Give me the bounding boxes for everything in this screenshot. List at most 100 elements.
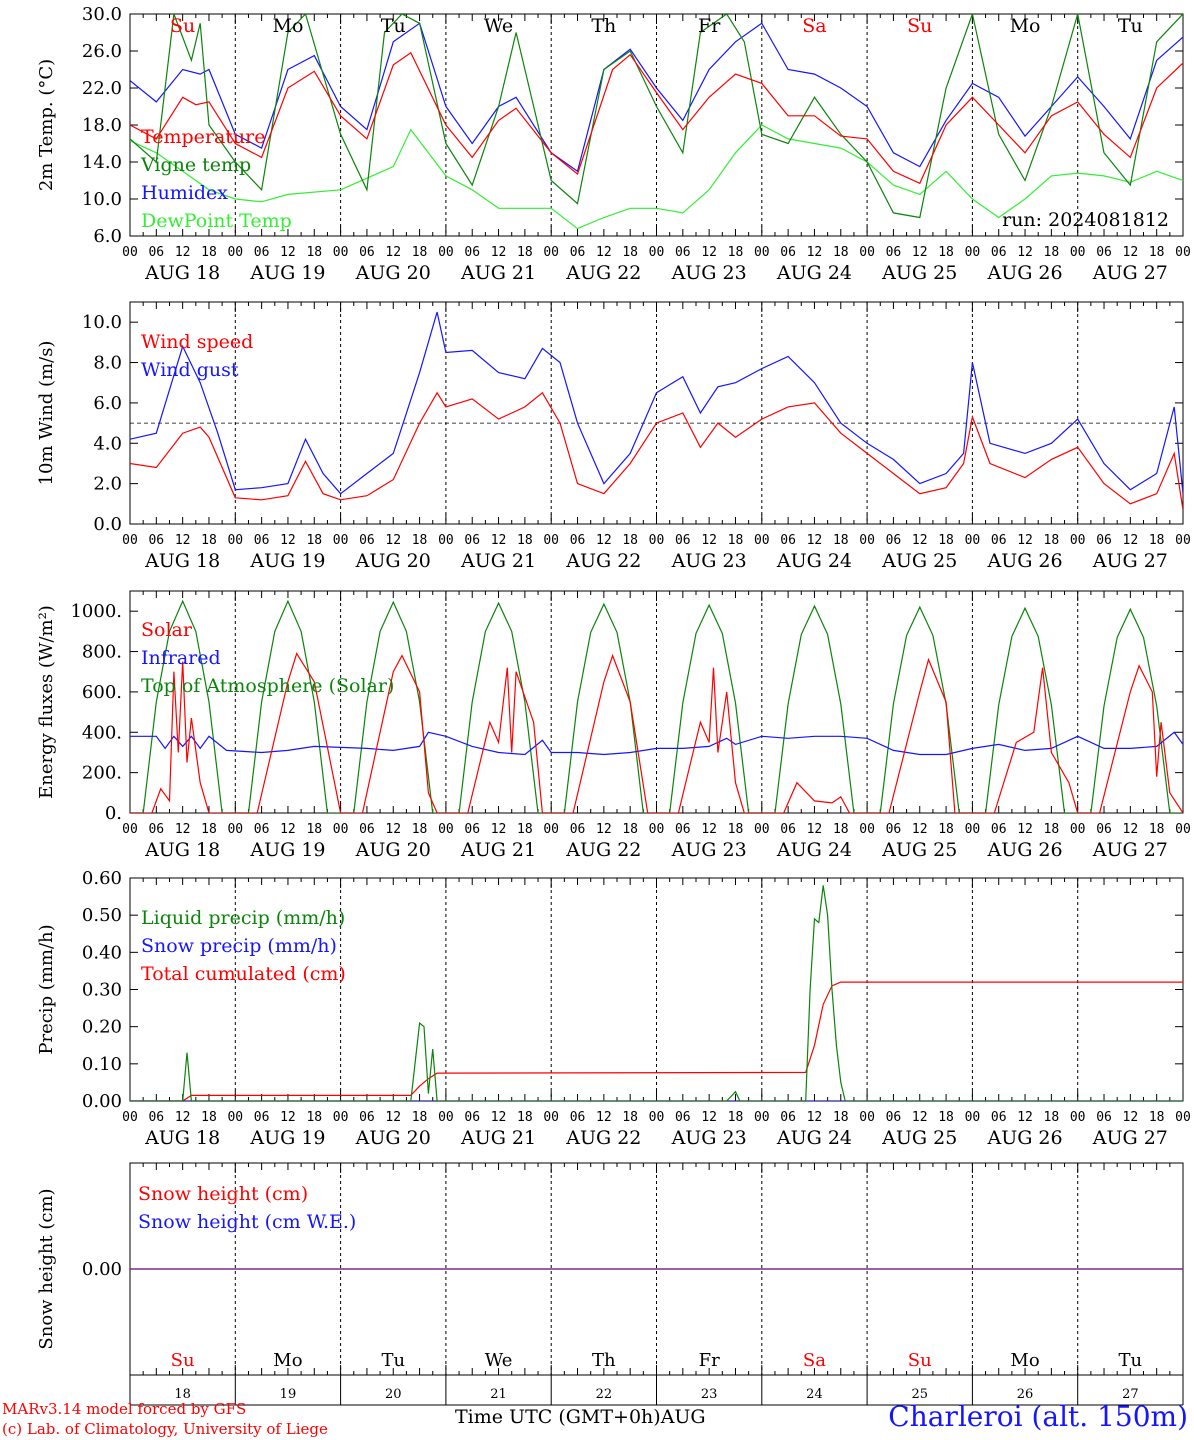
- weekday-label: We: [484, 15, 513, 37]
- date-label: AUG 19: [249, 1127, 325, 1149]
- x-tick-label: 06: [675, 822, 691, 837]
- x-tick-label: 12: [1017, 533, 1033, 548]
- x-tick-label: 00: [754, 1110, 770, 1125]
- x-tick-label: 18: [517, 822, 533, 837]
- legend-item: DewPoint Temp: [141, 210, 292, 232]
- x-tick-label: 18: [1044, 1110, 1060, 1125]
- x-tick-label: 12: [912, 822, 928, 837]
- x-tick-label: 06: [886, 245, 902, 260]
- x-tick-label: 06: [675, 245, 691, 260]
- x-tick-label: 06: [254, 822, 270, 837]
- x-axis-title-month: AUG: [660, 1406, 706, 1428]
- date-label: AUG 24: [776, 550, 852, 572]
- x-tick-label: 12: [175, 822, 191, 837]
- series-line-infrared: [130, 731, 1183, 756]
- x-tick-label: 12: [1123, 822, 1139, 837]
- y-tick-label: 0.60: [82, 868, 122, 889]
- x-tick-label: 12: [175, 245, 191, 260]
- day-number: 23: [701, 1387, 718, 1402]
- x-tick-label: 06: [1096, 245, 1112, 260]
- date-label: AUG 21: [460, 262, 536, 284]
- x-tick-label: 12: [491, 822, 507, 837]
- x-tick-label: 12: [280, 822, 296, 837]
- x-tick-label: 00: [1070, 1110, 1086, 1125]
- date-label: AUG 20: [355, 1127, 431, 1149]
- legend-item: Snow precip (mm/h): [141, 935, 337, 957]
- x-tick-label: 18: [938, 245, 954, 260]
- x-tick-label: 00: [965, 533, 981, 548]
- y-tick-label: 600.: [82, 682, 122, 703]
- legend-item: Snow height (cm W.E.): [138, 1211, 356, 1233]
- x-axis-title-text: Time UTC (GMT+0h): [455, 1406, 661, 1428]
- x-tick-label: 00: [1175, 245, 1191, 260]
- y-tick-label: 0.30: [82, 980, 122, 1001]
- legend-item: Vigne temp: [140, 154, 251, 176]
- x-axis-title: Time UTC (GMT+0h)AUG: [455, 1406, 706, 1428]
- date-label: AUG 19: [249, 839, 325, 861]
- weekday-label: Tu: [381, 1350, 405, 1371]
- weekday-label: Th: [592, 1350, 616, 1371]
- x-tick-label: 12: [491, 533, 507, 548]
- x-tick-label: 18: [728, 1110, 744, 1125]
- y-axis-label: Energy fluxes (W/m²): [36, 605, 57, 799]
- x-tick-label: 00: [1175, 533, 1191, 548]
- x-tick-label: 00: [333, 245, 349, 260]
- x-tick-label: 00: [965, 245, 981, 260]
- day-number: 19: [280, 1387, 297, 1402]
- x-tick-label: 06: [991, 533, 1007, 548]
- x-tick-label: 18: [1149, 245, 1165, 260]
- x-tick-label: 00: [965, 1110, 981, 1125]
- x-tick-label: 18: [833, 822, 849, 837]
- x-tick-label: 18: [306, 533, 322, 548]
- series-line-humidex: [130, 22, 1183, 173]
- x-tick-label: 18: [306, 1110, 322, 1125]
- x-tick-label: 00: [543, 533, 559, 548]
- x-tick-label: 18: [1044, 822, 1060, 837]
- x-tick-label: 18: [622, 533, 638, 548]
- y-axis-label: 2m Temp. (°C): [36, 59, 57, 191]
- x-tick-label: 12: [596, 1110, 612, 1125]
- x-tick-label: 00: [438, 245, 454, 260]
- x-tick-label: 00: [1175, 822, 1191, 837]
- x-tick-label: 06: [780, 533, 796, 548]
- x-tick-label: 18: [1149, 1110, 1165, 1125]
- y-tick-label: 10.0: [82, 189, 122, 210]
- date-label: AUG 20: [355, 550, 431, 572]
- chart-panel-5: 0.00 Snow height (cm) Snow height (cm) Snow…: [36, 1162, 1184, 1406]
- x-tick-label: 06: [359, 822, 375, 837]
- x-tick-label: 00: [438, 533, 454, 548]
- x-tick-label: 18: [622, 822, 638, 837]
- series-line-solar: [130, 652, 1183, 813]
- x-tick-label: 12: [596, 533, 612, 548]
- y-tick-label: 6.0: [93, 393, 122, 414]
- x-tick-label: 06: [570, 245, 586, 260]
- x-tick-label: 12: [596, 822, 612, 837]
- y-tick-label: 22.0: [82, 78, 122, 99]
- series-line-wind-speed: [130, 391, 1183, 510]
- day-number: 26: [1017, 1387, 1034, 1402]
- date-label: AUG 21: [460, 839, 536, 861]
- x-tick-label: 00: [227, 1110, 243, 1125]
- x-tick-label: 06: [780, 822, 796, 837]
- x-tick-label: 18: [412, 822, 428, 837]
- x-tick-label: 00: [227, 822, 243, 837]
- x-tick-label: 18: [1044, 533, 1060, 548]
- x-tick-label: 06: [570, 533, 586, 548]
- date-label: AUG 24: [776, 1127, 852, 1149]
- x-tick-label: 18: [833, 533, 849, 548]
- weekday-label: Th: [591, 15, 616, 37]
- x-tick-label: 06: [464, 245, 480, 260]
- x-tick-label: 06: [464, 822, 480, 837]
- x-tick-label: 12: [1123, 533, 1139, 548]
- day-number: 21: [490, 1387, 507, 1402]
- x-tick-label: 00: [543, 245, 559, 260]
- legend-item: Top of Atmosphere (Solar): [141, 675, 394, 697]
- date-label: AUG 23: [671, 1127, 747, 1149]
- x-tick-label: 18: [517, 1110, 533, 1125]
- date-label: AUG 21: [460, 1127, 536, 1149]
- y-tick-label: 0.10: [82, 1054, 122, 1075]
- date-label: AUG 25: [881, 262, 957, 284]
- date-label: AUG 24: [776, 262, 852, 284]
- x-tick-label: 06: [780, 1110, 796, 1125]
- x-tick-label: 00: [122, 1110, 138, 1125]
